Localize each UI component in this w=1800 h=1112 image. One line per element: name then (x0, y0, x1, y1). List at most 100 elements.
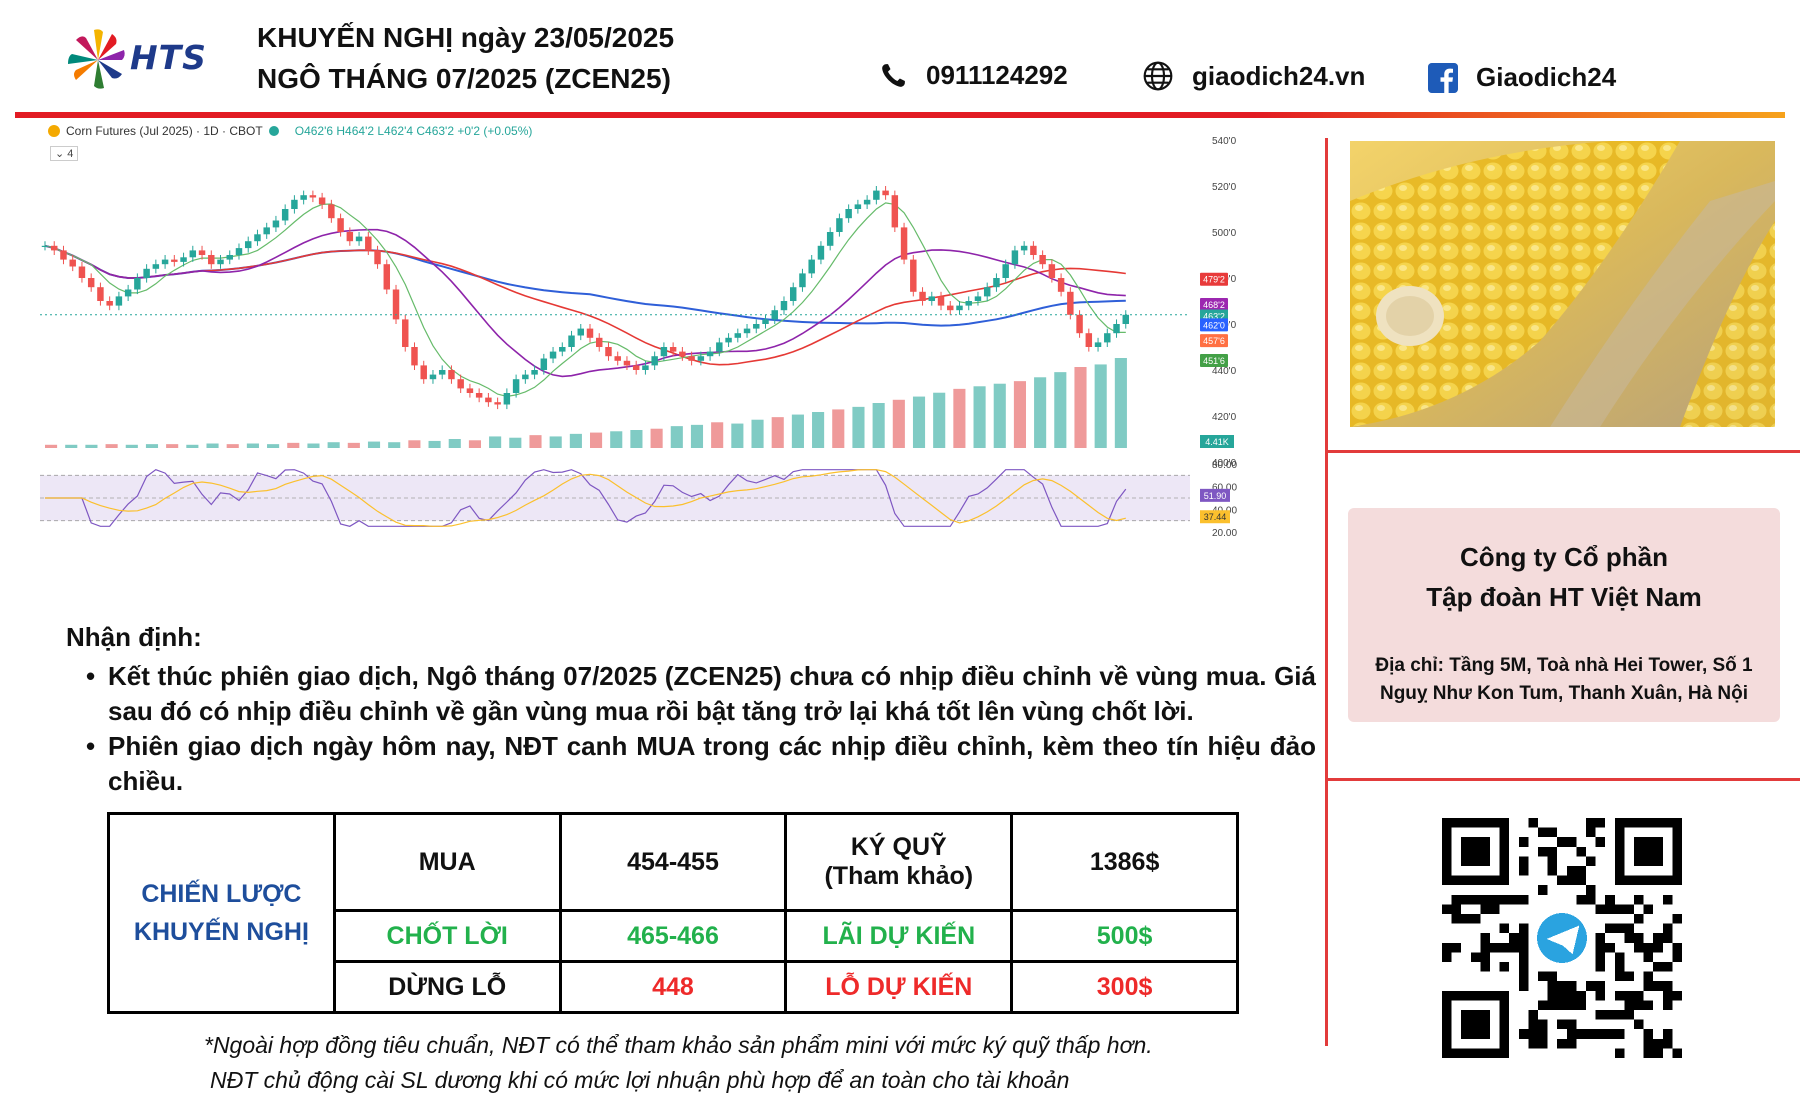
candle-body (734, 333, 742, 338)
volume-bar (852, 406, 865, 448)
qr-module (1518, 866, 1529, 876)
volume-bar (590, 432, 603, 448)
volume-bar (529, 435, 542, 448)
indicator-toggle[interactable]: ⌄ 4 (50, 146, 79, 161)
qr-module (1586, 827, 1596, 838)
candle-body (549, 351, 557, 359)
qr-module (1518, 942, 1529, 953)
candle-body (97, 287, 104, 301)
buy-value: 454-455 (558, 811, 788, 913)
contact-phone[interactable]: 0911124292 (878, 60, 1068, 91)
qr-module (1509, 933, 1519, 943)
qr-module (1595, 1010, 1606, 1020)
candle-body (189, 250, 197, 258)
company-address: Địa chỉ: Tầng 5M, Toà nhà Hei Tower, Số … (1375, 655, 1753, 704)
qr-module (1576, 1000, 1586, 1010)
candle-body (799, 273, 806, 288)
qr-module (1442, 952, 1452, 962)
candle-body (429, 374, 437, 380)
facebook-icon (1428, 62, 1458, 93)
qr-module (1595, 990, 1606, 1001)
qr-module (1624, 933, 1634, 943)
table-row: DỪNG LỖ 448 LỖ DỰ KIẾN 300$ (109, 960, 1239, 1014)
candle-body (300, 195, 307, 200)
qr-module (1614, 923, 1625, 934)
candle-body (494, 402, 501, 405)
qr-module (1566, 837, 1577, 847)
candle-body (854, 204, 862, 209)
margin-label-line1: KÝ QUỸ (850, 833, 947, 862)
qr-module (1499, 923, 1510, 934)
analysis-section: Nhận định: Kết thúc phiên giao dịch, Ngô… (66, 622, 1316, 799)
candle-body (845, 209, 852, 219)
volume-bar (1114, 358, 1127, 448)
candle-body (900, 227, 908, 260)
qr-module (1643, 1029, 1654, 1039)
candle-body (891, 195, 899, 228)
volume-bar (1034, 377, 1047, 448)
qr-module (1528, 818, 1538, 828)
qr-code[interactable] (1442, 818, 1682, 1058)
volume-bar (912, 396, 926, 448)
candle-body (725, 337, 732, 343)
candle-body (291, 199, 298, 209)
qr-module (1643, 1048, 1654, 1058)
qr-module (1518, 971, 1529, 982)
qr-module (1499, 962, 1510, 972)
candle-body (254, 234, 261, 242)
candle-body (152, 264, 160, 269)
volume-tag-label: 4.41K (1205, 437, 1229, 447)
candle-body (1122, 314, 1129, 324)
qr-module (1614, 1010, 1625, 1020)
chart-ohlc: O462'6 H464'2 L462'4 C463'2 +0'2 (+0.05%… (294, 124, 533, 138)
strategy-label-line1: CHIẾN LƯỢC (141, 880, 302, 908)
volume-bar (246, 443, 259, 448)
analysis-bullet: Phiên giao dịch ngày hôm nay, NĐT canh M… (66, 729, 1316, 799)
website-link[interactable]: giaodich24.vn (1192, 60, 1366, 91)
qr-module (1643, 1000, 1654, 1010)
qr-module (1672, 1048, 1682, 1058)
qr-module (1461, 894, 1471, 905)
candle-body (577, 328, 584, 336)
expected-loss-value: 300$ (1010, 960, 1239, 1014)
qr-module (1566, 1000, 1577, 1010)
rsi-line (45, 469, 1127, 527)
contact-facebook[interactable]: Giaodich24 (1428, 62, 1616, 93)
qr-module (1490, 942, 1500, 953)
qr-module (1624, 971, 1634, 982)
qr-module (1653, 962, 1663, 972)
volume-bar (711, 422, 724, 448)
qr-module (1662, 1029, 1673, 1039)
qr-module (1614, 952, 1625, 962)
volume-bar (1054, 372, 1067, 448)
candle-body (928, 296, 936, 301)
qr-module (1566, 1029, 1577, 1039)
qr-module (1442, 942, 1452, 953)
candle-body (1039, 255, 1046, 265)
candle-body (226, 255, 233, 260)
qr-module (1595, 818, 1606, 828)
qr-module (1576, 866, 1586, 876)
candle-body (235, 248, 243, 255)
rsi-ma-tag (1200, 510, 1230, 524)
qr-module (1566, 1019, 1577, 1030)
qr-module (1480, 933, 1490, 943)
contact-website[interactable]: giaodich24.vn (1142, 60, 1365, 92)
rsi-tick-label: 60.00 (1212, 483, 1237, 494)
qr-module (1547, 990, 1558, 1001)
candle-body (374, 250, 381, 265)
qr-module (1566, 1038, 1577, 1049)
qr-module (1614, 1029, 1625, 1039)
qr-module (1518, 962, 1529, 972)
qr-module (1586, 894, 1596, 905)
candle-body (106, 301, 113, 306)
candle-body (586, 328, 594, 338)
candle-body (540, 358, 548, 370)
volume-bar (610, 431, 623, 448)
candle-body (762, 319, 769, 324)
facebook-link[interactable]: Giaodich24 (1476, 62, 1617, 92)
candle-body (1048, 264, 1056, 278)
candle-body (780, 301, 788, 311)
qr-module (1538, 1000, 1548, 1010)
qr-module (1518, 981, 1529, 991)
